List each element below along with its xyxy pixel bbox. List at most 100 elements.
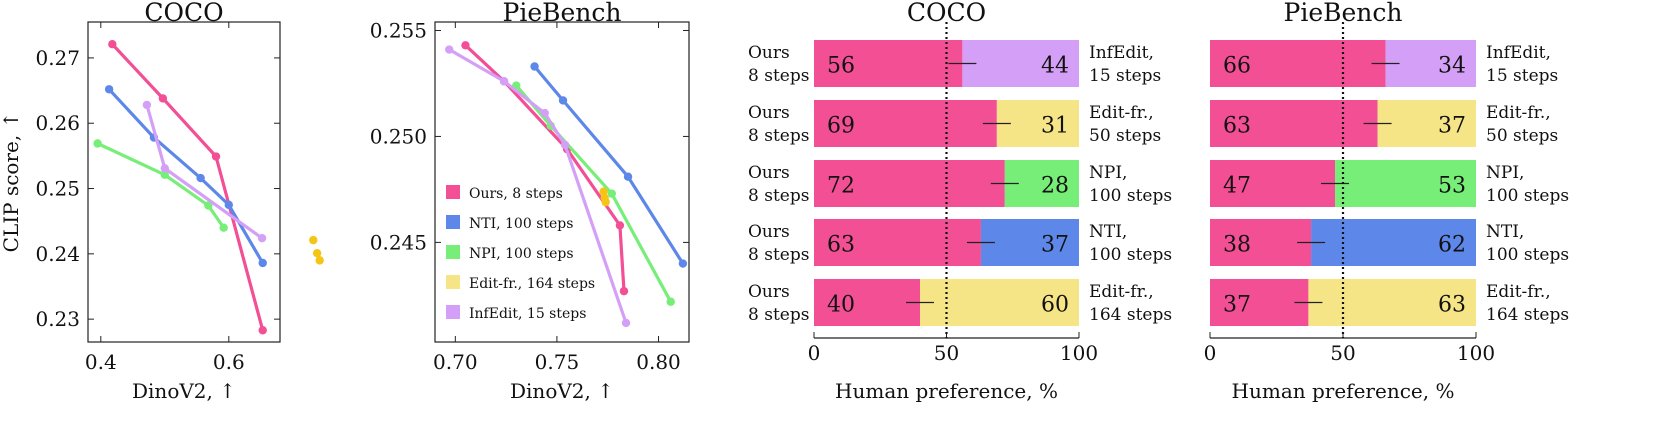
y-tick-label: 0.25: [35, 177, 80, 201]
bar-ours: [1210, 279, 1309, 326]
bar-value-ours: 72: [827, 174, 855, 199]
bar-value-other: 62: [1438, 233, 1466, 258]
competitor-label: NPI,: [1089, 163, 1127, 183]
bar-value-ours: 69: [827, 114, 855, 139]
data-point-ours: [211, 152, 221, 161]
bar-infedit: [962, 40, 1079, 87]
ours-row-label: 8 steps: [748, 186, 809, 206]
ours-row-label: Ours: [748, 282, 790, 302]
x-tick-label: 0.80: [636, 350, 681, 374]
x-tick-label: 0.75: [535, 350, 580, 374]
competitor-label: Edit-fr.,: [1486, 103, 1551, 123]
legend-swatch: [446, 215, 460, 229]
y-tick-label: 0.26: [35, 111, 80, 135]
data-point-ours: [158, 94, 168, 103]
legend-label: Ours, 8 steps: [469, 186, 563, 202]
data-point-infedit: [621, 318, 631, 328]
data-point-nti: [258, 258, 267, 268]
bar-value-other: 37: [1041, 233, 1069, 258]
bar-ours: [814, 219, 981, 266]
plot-frame: [87, 21, 281, 343]
series-line-npi: [96, 141, 226, 230]
y-tick-label: 0.23: [35, 307, 80, 331]
ours-row-label: Ours: [748, 103, 790, 123]
ours-row-label: Ours: [748, 43, 790, 63]
bar-value-other: 37: [1438, 114, 1466, 139]
ours-row-label: 8 steps: [748, 245, 809, 265]
bar-ours: [1210, 100, 1378, 147]
y-tick-label: 0.250: [370, 124, 427, 148]
y-axis-label: CLIP score, ↑: [0, 112, 23, 253]
data-point-infedit: [560, 140, 570, 150]
bar-infedit: [1385, 40, 1476, 87]
x-tick-label: 100: [1457, 341, 1495, 365]
data-point-nti: [196, 173, 205, 183]
competitor-label: 15 steps: [1486, 66, 1558, 86]
bar-nti: [980, 219, 1079, 266]
ours-row-label: 8 steps: [748, 305, 809, 325]
series-line-nti: [107, 87, 265, 265]
x-tick-label: 0: [1204, 341, 1217, 365]
bar-value-other: 28: [1041, 174, 1069, 199]
competitor-label: 100 steps: [1089, 186, 1172, 206]
bar-value-ours: 63: [1223, 114, 1251, 139]
competitor-label: 164 steps: [1486, 305, 1569, 325]
bar-value-ours: 38: [1223, 233, 1251, 258]
series-line-nti: [533, 64, 685, 266]
competitor-label: 15 steps: [1089, 66, 1161, 86]
data-point-infedit: [499, 77, 509, 86]
data-point-ours: [619, 286, 629, 296]
legend-label: InfEdit, 15 steps: [469, 306, 586, 322]
competitor-label: 100 steps: [1486, 245, 1569, 265]
x-tick-label: 50: [934, 341, 959, 365]
series-line-ours: [110, 42, 265, 332]
data-point-editfr_dots: [315, 256, 324, 265]
y-tick-label: 0.27: [35, 46, 80, 70]
competitor-label: 100 steps: [1089, 245, 1172, 265]
bar-value-other: 53: [1438, 174, 1466, 199]
data-point-infedit: [257, 233, 267, 243]
plot-frame: [434, 21, 690, 343]
bar-value-ours: 66: [1223, 54, 1251, 79]
y-tick-label: 0.245: [370, 230, 427, 254]
data-point-infedit: [142, 100, 152, 110]
data-point-infedit: [445, 45, 454, 54]
data-point-npi: [160, 170, 169, 180]
data-point-editfr_dots: [601, 197, 610, 207]
competitor-label: Edit-fr.,: [1089, 282, 1154, 302]
x-tick-label: 0.6: [213, 350, 245, 374]
bar-ours: [1210, 219, 1312, 266]
data-point-ours: [258, 326, 267, 335]
bar-value-ours: 63: [827, 233, 855, 258]
bar-value-other: 31: [1041, 114, 1069, 139]
competitor-label: 50 steps: [1486, 126, 1558, 146]
bar-value-ours: 47: [1223, 174, 1251, 199]
data-point-nti: [104, 85, 114, 94]
ours-row-label: Ours: [748, 222, 790, 242]
x-axis-label: Human preference, %: [1232, 379, 1455, 403]
ours-row-label: 8 steps: [748, 126, 809, 146]
bar-ours: [814, 100, 997, 147]
competitor-label: Edit-fr.,: [1486, 282, 1551, 302]
data-point-npi: [93, 139, 102, 148]
data-point-npi: [607, 189, 616, 198]
bar-ours: [1210, 40, 1386, 87]
bar-ours: [814, 40, 963, 87]
x-tick-label: 50: [1330, 341, 1355, 365]
ours-row-label: Ours: [748, 163, 790, 183]
data-point-ours: [108, 40, 117, 49]
legend-swatch: [446, 245, 460, 259]
bar-ours: [1210, 160, 1336, 207]
data-point-npi: [204, 201, 213, 210]
competitor-label: NPI,: [1486, 163, 1524, 183]
legend-swatch: [446, 185, 460, 199]
bar-editfr: [1308, 279, 1476, 326]
x-tick-label: 100: [1060, 341, 1098, 365]
competitor-label: 50 steps: [1089, 126, 1161, 146]
bar-value-ours: 40: [827, 293, 855, 318]
x-axis-label: Human preference, %: [835, 379, 1058, 403]
x-axis-label: DinoV2, ↑: [510, 379, 614, 403]
data-point-ours: [615, 221, 625, 230]
data-point-ours: [461, 41, 470, 50]
